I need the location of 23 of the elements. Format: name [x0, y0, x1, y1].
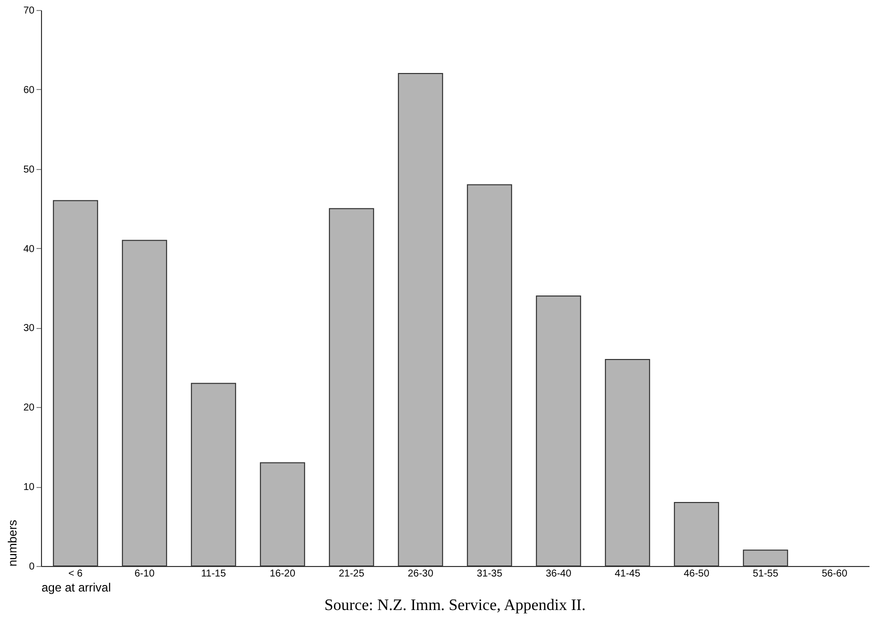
source-note: Source: N.Z. Imm. Service, Appendix II.	[324, 597, 586, 614]
x-tick-label: < 6	[68, 568, 84, 580]
x-tick-label: 31-35	[476, 568, 503, 580]
x-tick-label: 56-60	[822, 568, 848, 580]
x-tick-label: 11-15	[201, 568, 226, 580]
x-axis-title: age at arrival	[42, 580, 111, 594]
x-tick-label: 51-55	[752, 568, 779, 580]
y-tick-label: 60	[23, 84, 35, 96]
x-tick-label: 21-25	[338, 568, 365, 580]
x-tick-label: 16-20	[270, 568, 296, 580]
y-tick-label: 50	[23, 164, 35, 176]
x-tick-label: 41-45	[614, 568, 641, 580]
x-tick-label: 6-10	[134, 568, 155, 580]
x-tick-label: 26-30	[408, 568, 434, 580]
y-tick-label: 10	[23, 482, 35, 494]
y-tick-label: 0	[28, 562, 35, 572]
y-tick-label: 20	[23, 402, 35, 414]
x-tick-label: 46-50	[684, 568, 710, 580]
y-tick-label: 30	[23, 323, 35, 334]
y-axis-title: numbers	[5, 520, 20, 566]
x-tick-label: 36-40	[546, 568, 572, 580]
y-tick-label: 70	[23, 6, 35, 16]
y-tick-label: 40	[23, 244, 35, 255]
